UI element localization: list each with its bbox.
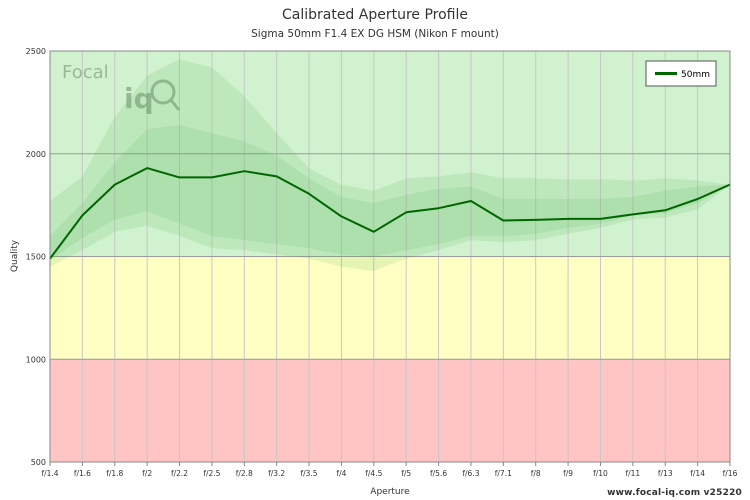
logo-text-iq: iq bbox=[124, 82, 154, 115]
zone-poor bbox=[50, 359, 730, 462]
y-tick-label: 2500 bbox=[26, 47, 46, 56]
x-tick-label: f/2.8 bbox=[236, 469, 253, 478]
x-tick-label: f/10 bbox=[593, 469, 608, 478]
x-tick-label: f/9 bbox=[563, 469, 573, 478]
magnifier-icon bbox=[150, 79, 176, 105]
x-tick-label: f/2 bbox=[142, 469, 152, 478]
x-tick-label: f/2.5 bbox=[203, 469, 220, 478]
x-tick-label: f/1.4 bbox=[41, 469, 58, 478]
y-axis-ticks: 500 1000 1500 2000 2500 bbox=[26, 47, 46, 467]
y-tick-label: 1500 bbox=[26, 253, 46, 262]
x-axis-label: Aperture bbox=[370, 487, 410, 497]
logo-text-focal: Focal bbox=[62, 62, 109, 83]
y-tick-label: 500 bbox=[31, 458, 46, 467]
zone-fair bbox=[50, 256, 730, 360]
footer-credit: www.focal-iq.com v25220 bbox=[607, 488, 742, 498]
x-tick-label: f/14 bbox=[690, 469, 705, 478]
y-tick-label: 1000 bbox=[26, 355, 46, 364]
legend-label: 50mm bbox=[681, 70, 710, 80]
plot-border bbox=[49, 50, 731, 463]
x-tick-label: f/3.5 bbox=[300, 469, 317, 478]
y-axis-label: Quality bbox=[10, 239, 20, 272]
variance-bands bbox=[50, 59, 730, 271]
x-tick-label: f/1.6 bbox=[74, 469, 91, 478]
outer-variance-band bbox=[50, 59, 730, 271]
chart-title: Calibrated Aperture Profile bbox=[281, 7, 469, 23]
x-tick-label: f/5 bbox=[401, 469, 411, 478]
chart-subtitle: Sigma 50mm F1.4 EX DG HSM (Nikon F mount… bbox=[251, 28, 499, 40]
x-axis-ticks: f/1.4 f/1.6 f/1.8 f/2 f/2.2 f/2.5 f/2.8 f/3.2 f/… bbox=[41, 462, 738, 478]
x-tick-label: f/2.2 bbox=[171, 469, 188, 478]
series-lines bbox=[49, 167, 731, 260]
x-tick-label: f/6.3 bbox=[462, 469, 479, 478]
x-tick-label: f/4.5 bbox=[365, 469, 382, 478]
x-tick-label: f/4 bbox=[336, 469, 346, 478]
x-tick-label: f/11 bbox=[625, 469, 640, 478]
x-tick-label: f/1.8 bbox=[106, 469, 123, 478]
magnifier-handle-icon bbox=[169, 99, 181, 111]
x-tick-label: f/3.2 bbox=[268, 469, 285, 478]
legend: 50mm bbox=[645, 60, 717, 87]
x-tick-label: f/7.1 bbox=[495, 469, 512, 478]
series-line-50mm bbox=[49, 167, 731, 260]
x-tick-label: f/8 bbox=[531, 469, 541, 478]
inner-variance-band bbox=[50, 125, 730, 261]
x-tick-label: f/16 bbox=[723, 469, 738, 478]
focal-iq-logo: Focal iq bbox=[62, 62, 181, 115]
x-tick-label: f/13 bbox=[658, 469, 673, 478]
y-tick-label: 2000 bbox=[26, 150, 46, 159]
x-tick-label: f/5.6 bbox=[430, 469, 447, 478]
